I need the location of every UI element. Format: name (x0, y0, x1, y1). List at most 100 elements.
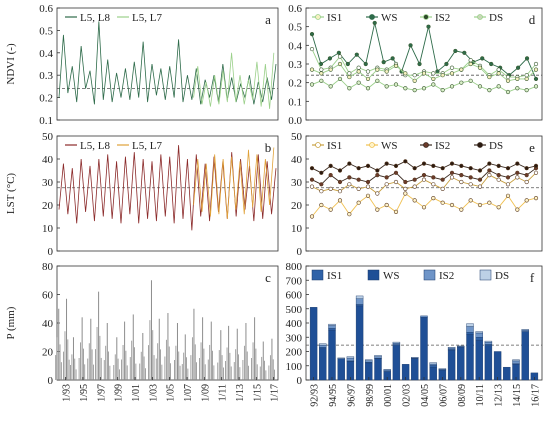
panel-frame-e (305, 135, 543, 252)
data-point-d (505, 89, 511, 95)
data-point-e (328, 173, 333, 178)
y-tick-label-f: 800 (286, 261, 303, 273)
data-point-e (393, 179, 399, 185)
bar-ws (429, 366, 437, 381)
data-point-d (533, 61, 539, 67)
data-point-d (505, 78, 511, 83)
y-tick-label-b: 0 (48, 246, 54, 258)
bar-is2 (346, 357, 355, 362)
data-point-e (449, 202, 455, 208)
y-tick-label-d: 0.5 (288, 22, 302, 34)
data-point-e (440, 186, 445, 191)
x-tick-label-f: 02/03 (402, 384, 413, 407)
bar-ds (411, 357, 419, 359)
data-point-d (515, 86, 520, 91)
y-tick-label-f: 100 (286, 361, 303, 373)
data-point-e (309, 214, 315, 219)
data-point-e (431, 196, 436, 201)
data-point-e (319, 170, 324, 175)
data-point-e (477, 168, 483, 173)
data-point-d (524, 88, 529, 93)
data-point-e (403, 159, 408, 164)
bar-ds (355, 295, 364, 299)
legend-label-f: IS2 (439, 270, 454, 282)
data-point-e (328, 163, 333, 168)
bar-ds (457, 345, 465, 347)
y-tick-label-c: 80 (42, 261, 54, 273)
data-point-e (337, 179, 343, 185)
data-point-e (440, 200, 445, 205)
x-tick-label-c: 1/15 (252, 384, 263, 402)
data-point-e (375, 168, 380, 173)
x-tick-label-f: 14/15 (512, 384, 523, 407)
data-point-e (431, 163, 436, 168)
data-point-d (363, 61, 368, 67)
data-point-d (319, 67, 324, 72)
data-point-e (496, 205, 501, 210)
data-point-e (347, 175, 352, 180)
panel-frame-b (56, 135, 279, 252)
y-tick-label-d: 0.2 (288, 78, 302, 90)
legend-marker-d (315, 14, 321, 20)
panel-label-f: f (530, 270, 535, 285)
data-point-e (412, 198, 417, 203)
data-point-e (347, 182, 352, 187)
data-point-e (365, 184, 371, 189)
y-tick-label-e: 30 (291, 177, 303, 189)
data-point-d (421, 86, 427, 91)
data-point-e (459, 207, 464, 212)
bar-is1 (319, 347, 327, 349)
data-point-e (477, 202, 483, 208)
legend-label-a: L5, L8 (80, 12, 110, 24)
legend-label-d: IS2 (435, 12, 450, 24)
data-point-d (444, 61, 449, 67)
bar-is2 (420, 315, 428, 318)
data-point-d (487, 88, 492, 93)
y-tick-label-c: 20 (42, 347, 54, 359)
data-point-d (412, 78, 417, 83)
x-tick-label-c: 1/99 (114, 384, 125, 402)
data-point-e (356, 166, 361, 171)
legend-marker-e (315, 142, 321, 148)
data-point-d (480, 56, 485, 61)
data-point-d (356, 69, 361, 74)
y-tick-label-f: 0 (297, 375, 303, 387)
bar-is2 (365, 360, 373, 363)
bar-ds (429, 362, 437, 365)
bar-ws (337, 358, 345, 381)
bar-ws (374, 358, 382, 381)
legend-swatch-f (311, 269, 324, 281)
data-point-e (319, 189, 324, 194)
panel-label-b: b (265, 140, 272, 155)
data-point-e (477, 184, 483, 189)
bar-ds (512, 359, 520, 362)
panel-label-e: e (529, 140, 535, 155)
data-point-e (319, 202, 324, 208)
data-point-d (496, 84, 501, 89)
data-point-d (381, 60, 386, 65)
bar-ws (328, 329, 336, 381)
y-axis-label-b: LST (°C) (5, 173, 17, 215)
legend-label-f: DS (495, 270, 509, 282)
data-point-d (524, 76, 529, 82)
y-tick-label-b: 30 (42, 177, 54, 189)
data-point-e (421, 177, 427, 182)
y-tick-label-a: 0.1 (39, 115, 53, 127)
data-point-e (487, 200, 492, 205)
y-tick-label-a: 0.2 (39, 93, 53, 105)
data-point-d (337, 76, 343, 82)
data-point-d (309, 46, 315, 52)
bar-is2 (429, 363, 437, 366)
data-point-e (431, 182, 436, 187)
bar-ds (346, 356, 355, 359)
data-point-d (462, 50, 467, 55)
panel-label-a: a (265, 12, 271, 27)
data-point-d (375, 78, 380, 83)
data-point-d (365, 76, 371, 82)
x-tick-label-c: 1/97 (96, 384, 107, 402)
x-tick-label-f: 94/95 (328, 384, 339, 407)
data-point-e (356, 177, 361, 182)
panel-label-c: c (265, 270, 271, 285)
bar-is1 (328, 328, 336, 331)
x-tick-label-c: 1/93 (62, 384, 73, 402)
